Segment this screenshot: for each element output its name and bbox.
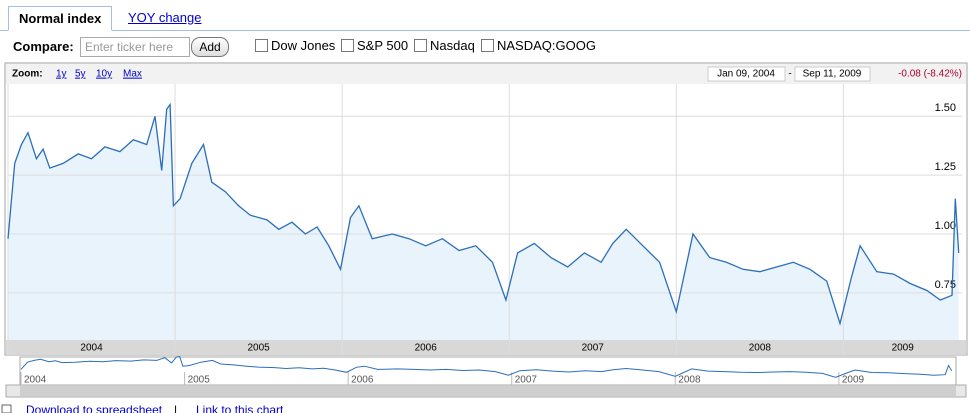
footer-separator: | xyxy=(174,403,177,413)
navigator-label: 2004 xyxy=(24,375,47,386)
x-tick-label: 2005 xyxy=(247,343,270,354)
ticker-input[interactable]: Enter ticker here xyxy=(80,37,190,57)
navigator-label: 2006 xyxy=(351,375,374,386)
x-tick-label: 2007 xyxy=(582,343,605,354)
checkbox[interactable] xyxy=(414,39,427,52)
area-fill xyxy=(8,104,959,340)
y-tick-label: 1.25 xyxy=(935,161,956,173)
compare-option[interactable]: S&P 500 xyxy=(341,38,408,53)
navigator-line xyxy=(20,356,953,378)
compare-option[interactable]: Nasdaq xyxy=(414,38,475,53)
option-label: Nasdaq xyxy=(430,38,475,53)
navigator-label: 2008 xyxy=(678,375,701,386)
option-label: NASDAQ:GOOG xyxy=(497,38,596,53)
tab[interactable]: Normal index xyxy=(8,6,113,31)
checkbox[interactable] xyxy=(481,39,494,52)
range-end: Sep 11, 2009 xyxy=(803,69,862,80)
line xyxy=(7,102,960,326)
zoom-option[interactable]: 1y xyxy=(56,69,67,80)
tab[interactable]: YOY change xyxy=(128,10,202,25)
navigator-label: 2007 xyxy=(515,375,538,386)
x-tick-label: 2006 xyxy=(415,343,438,354)
chart-link[interactable]: Link to this chart xyxy=(196,403,284,413)
checkbox[interactable] xyxy=(341,39,354,52)
add-button[interactable]: Add xyxy=(191,37,229,57)
checkbox[interactable] xyxy=(255,39,268,52)
date-box[interactable] xyxy=(794,66,871,82)
x-tick-label: 2009 xyxy=(892,343,915,354)
y-tick-label: 1.00 xyxy=(935,220,956,232)
download-link[interactable]: Download to spreadsheet xyxy=(26,403,163,413)
option-label: Dow Jones xyxy=(271,38,336,53)
x-tick-label: 2004 xyxy=(80,343,103,354)
range-separator: - xyxy=(788,69,791,80)
range-change: -0.08 (-8.42%) xyxy=(898,69,962,80)
navigator-label: 2005 xyxy=(188,375,211,386)
zoom-option[interactable]: Max xyxy=(123,69,142,80)
x-tick-label: 2008 xyxy=(749,343,772,354)
option-label: S&P 500 xyxy=(357,38,409,53)
y-tick-label: 1.50 xyxy=(935,102,956,114)
compare-option[interactable]: Dow Jones xyxy=(255,38,335,53)
y-tick-label: 0.75 xyxy=(935,279,956,291)
zoom-option[interactable]: 10y xyxy=(96,69,112,80)
tab-bar: Normal index YOY change xyxy=(0,0,970,31)
compare-option[interactable]: NASDAQ:GOOG xyxy=(481,38,596,53)
navigator-label: 2009 xyxy=(842,375,865,386)
range-start: Jan 09, 2004 xyxy=(717,69,775,80)
x-axis-band xyxy=(6,340,966,355)
date-box[interactable] xyxy=(707,66,786,82)
scroll-thumb[interactable] xyxy=(20,386,956,396)
zoom-label: Zoom: xyxy=(12,69,43,80)
spreadsheet-icon xyxy=(1,404,12,413)
compare-label: Compare: xyxy=(13,39,74,54)
zoom-option[interactable]: 5y xyxy=(75,69,86,80)
